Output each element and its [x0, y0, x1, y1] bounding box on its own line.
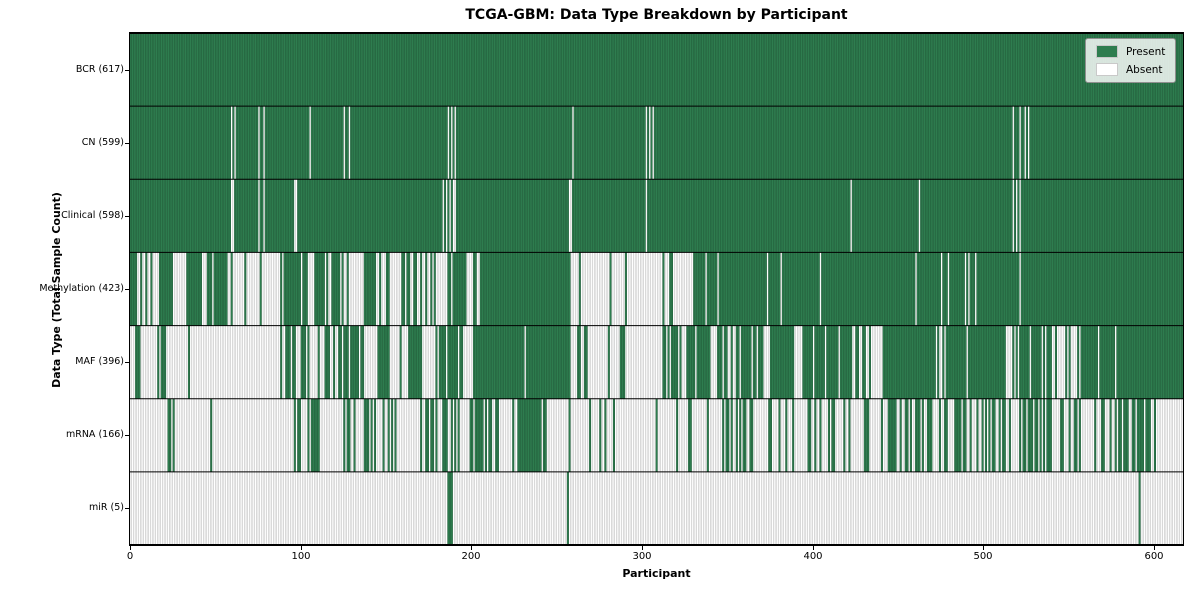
legend-label-present: Present	[1126, 45, 1166, 58]
x-tick-mark	[471, 546, 472, 550]
legend-swatch-present	[1096, 45, 1118, 58]
y-tick-mark	[125, 435, 130, 436]
x-tick-mark	[130, 546, 131, 550]
chart-title: TCGA-GBM: Data Type Breakdown by Partici…	[465, 7, 848, 23]
x-tick-label: 0	[126, 551, 134, 562]
legend-swatch-absent	[1096, 63, 1118, 76]
presence-matrix-canvas	[130, 33, 1183, 545]
y-tick-label-mrna: mRNA (166)	[65, 429, 124, 440]
x-tick-mark	[983, 546, 984, 550]
y-tick-mark	[125, 508, 130, 509]
y-tick-label-cn: CN (599)	[81, 137, 124, 148]
plot-area	[129, 32, 1184, 546]
y-tick-label-maf: MAF (396)	[75, 356, 124, 367]
y-tick-mark	[125, 362, 130, 363]
legend-label-absent: Absent	[1126, 63, 1163, 76]
x-tick-label: 100	[291, 551, 311, 562]
legend-item-absent: Absent	[1096, 63, 1165, 76]
x-tick-label: 200	[461, 551, 481, 562]
y-tick-mark	[125, 143, 130, 144]
x-tick-mark	[301, 546, 302, 550]
x-axis-title: Participant	[622, 567, 691, 580]
x-tick-label: 600	[1144, 551, 1164, 562]
y-tick-label-methylation: Methylation (423)	[39, 283, 124, 294]
y-tick-mark	[125, 289, 130, 290]
x-tick-label: 500	[973, 551, 993, 562]
y-tick-label-mir: miR (5)	[89, 502, 124, 513]
y-tick-mark	[125, 70, 130, 71]
legend-item-present: Present	[1096, 45, 1165, 58]
y-tick-label-clinical: Clinical (598)	[61, 210, 124, 221]
legend: Present Absent	[1085, 38, 1177, 83]
x-tick-label: 400	[803, 551, 823, 562]
x-tick-label: 300	[632, 551, 652, 562]
y-tick-mark	[125, 216, 130, 217]
x-tick-mark	[813, 546, 814, 550]
y-tick-label-bcr: BCR (617)	[75, 64, 124, 75]
x-tick-mark	[1154, 546, 1155, 550]
x-tick-mark	[642, 546, 643, 550]
